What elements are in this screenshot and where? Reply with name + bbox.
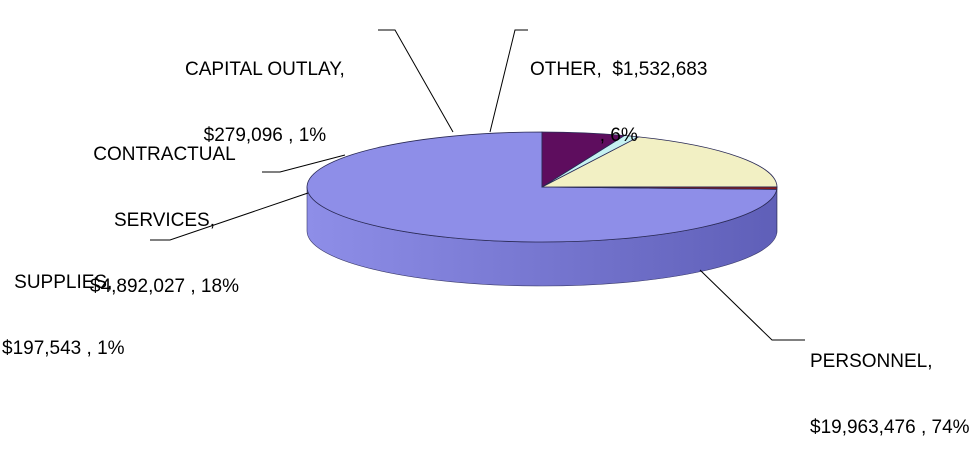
label-personnel: PERSONNEL, $19,963,476 , 74% xyxy=(810,307,970,461)
label-capital-outlay: CAPITAL OUTLAY, $279,096 , 1% xyxy=(185,15,345,169)
leader-line-capital-outlay xyxy=(378,30,453,132)
leader-line-personnel xyxy=(700,270,805,340)
leader-line-other xyxy=(490,30,528,132)
label-other: OTHER, $1,532,683 , 6% xyxy=(530,15,707,169)
